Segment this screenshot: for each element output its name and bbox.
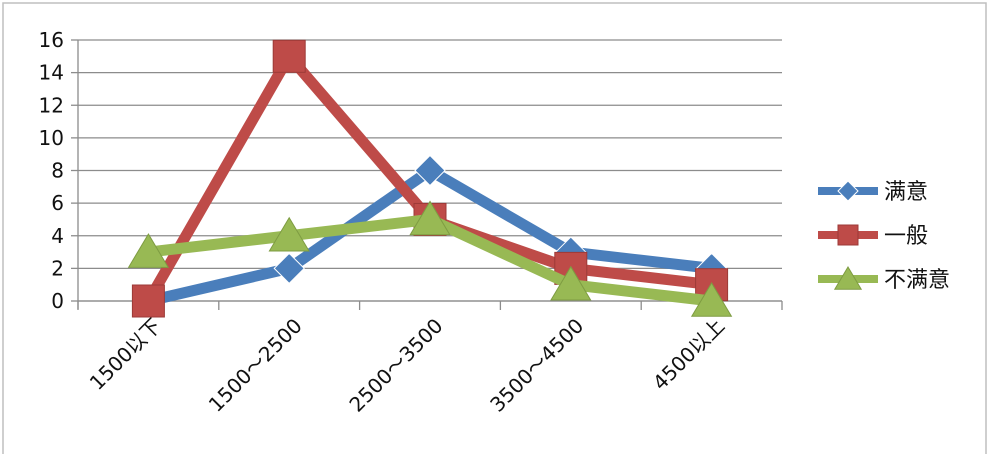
legend-label: 满意 — [884, 180, 928, 205]
legend-label: 一般 — [884, 224, 928, 249]
y-tick-label: 0 — [51, 289, 64, 313]
data-point-diamond — [414, 154, 446, 187]
legend-item-2: 一般 — [818, 224, 928, 249]
legend-marker-diamond — [837, 180, 859, 202]
data-point-square — [131, 284, 165, 318]
legend-label: 不满意 — [884, 268, 950, 293]
y-axis-ticks: 0 2 4 6 8 10 12 14 16 — [39, 28, 64, 313]
y-tick-label: 6 — [51, 191, 64, 215]
x-tick-label: 3500～4500 — [485, 314, 588, 417]
series-group — [127, 39, 733, 318]
data-point-triangle — [409, 200, 451, 236]
legend-item-3: 不满意 — [818, 266, 950, 293]
data-point-triangle — [268, 216, 310, 252]
data-point-diamond — [273, 252, 305, 285]
y-tick-label: 10 — [39, 126, 64, 150]
data-point-triangle — [127, 233, 170, 268]
x-tick-label: 1500～2500 — [204, 314, 307, 417]
series-3 — [127, 200, 733, 317]
y-tick-label: 12 — [39, 93, 64, 117]
y-tick-label: 4 — [51, 224, 64, 248]
data-point-triangle — [550, 265, 592, 301]
x-tick-label: 2500～3500 — [344, 314, 447, 417]
legend-item-1: 满意 — [818, 180, 928, 205]
y-tick-label: 16 — [39, 28, 64, 52]
x-tick-label: 4500以上 — [648, 314, 729, 395]
x-tick-label: 1500以下 — [85, 314, 166, 395]
data-point-triangle — [690, 282, 733, 317]
legend-marker-square — [837, 224, 859, 246]
data-point-square — [272, 39, 306, 73]
y-tick-label: 2 — [51, 256, 64, 280]
y-tick-label: 8 — [51, 159, 64, 183]
x-axis-ticks: 1500以下 1500～2500 2500～3500 3500～4500 4500以上 — [85, 314, 729, 417]
y-tick-label: 14 — [39, 61, 64, 85]
legend-marker-triangle — [833, 266, 863, 290]
